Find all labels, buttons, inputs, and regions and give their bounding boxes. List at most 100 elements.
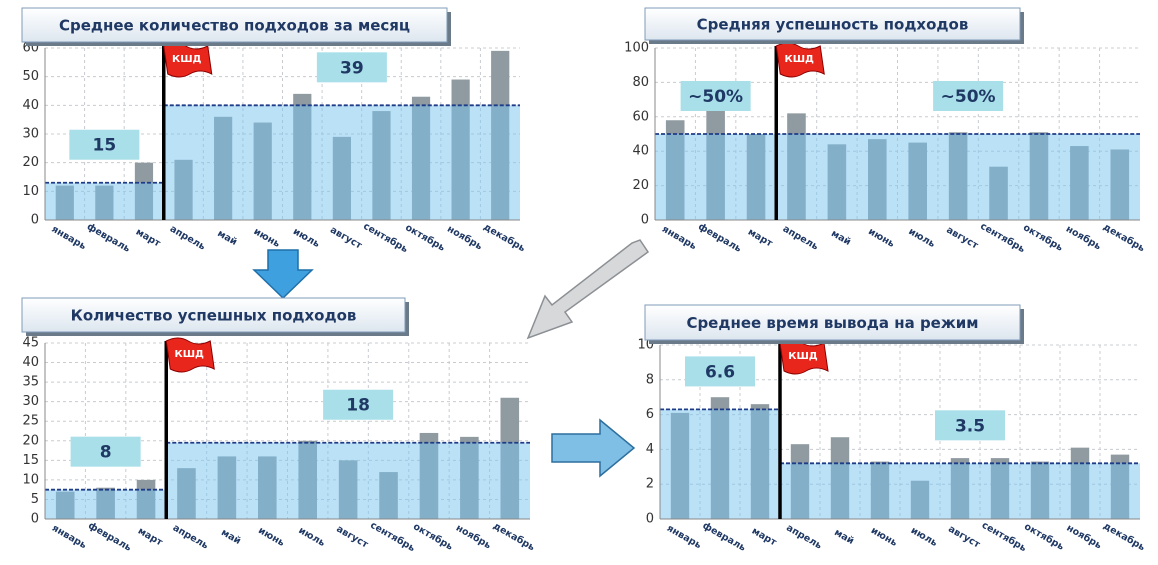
y-tick-label: 35 [22,375,39,390]
x-tick-label: май [829,228,853,248]
x-tick-label: сентябрь [361,221,410,255]
average-label-box [70,436,141,467]
x-tick-label: февраль [696,221,743,255]
chart-title: Количество успешных подходов [71,307,357,325]
average-area [163,105,520,220]
x-tick-label: октябрь [411,521,455,553]
y-tick-label: 80 [632,75,649,90]
x-tick-label: август [334,524,370,551]
y-tick-label: 4 [646,442,654,457]
x-tick-label: июнь [252,226,282,250]
y-tick-label: 40 [632,144,649,159]
average-label-box [935,410,1005,441]
y-tick-label: 20 [22,433,39,448]
x-tick-label: ноябрь [1065,523,1104,552]
x-tick-label: июль [906,226,936,250]
x-tick-label: декабрь [1101,222,1147,255]
y-tick-label: 15 [22,453,39,468]
x-tick-label: октябрь [1021,222,1065,254]
arrow-down [252,249,314,300]
title-box [644,304,1021,341]
flag-label: КШД [785,54,815,65]
y-tick-label: 2 [646,477,654,492]
x-tick-label: январь [50,224,88,252]
x-tick-label: май [832,527,856,547]
flag-label: КШД [175,349,205,360]
y-tick-label: 50 [22,69,39,84]
x-tick-label: январь [665,523,703,551]
average-label: 3.5 [955,416,985,436]
average-area [660,409,780,519]
x-tick-label: май [219,527,243,547]
arrow-right [551,418,636,478]
y-tick-label: 30 [22,127,39,142]
average-area [45,182,164,220]
x-tick-label: ноябрь [1064,224,1103,253]
x-tick-label: март [136,526,165,549]
x-tick-label: май [215,228,239,248]
average-label-box [69,129,140,160]
average-label: ~50% [941,87,996,107]
flag [165,337,215,373]
y-tick-label: 0 [646,512,654,527]
y-tick-label: 5 [31,492,39,507]
x-tick-label: апрель [168,223,207,252]
chart-title: Среднее количество подходов за месяц [59,17,410,35]
average-area [780,463,1140,519]
x-tick-label: ноябрь [445,224,484,253]
y-tick-label: 10 [22,184,39,199]
x-tick-label: апрель [171,522,210,551]
y-tick-label: 100 [624,41,649,56]
x-tick-label: март [746,227,775,250]
x-tick-label: ноябрь [454,523,493,552]
x-tick-label: сентябрь [368,520,417,554]
chart-title: Среднее время вывода на режим [686,314,978,332]
y-tick-label: 20 [22,155,39,170]
x-tick-label: апрель [784,522,823,551]
x-tick-label: март [750,526,779,549]
x-tick-label: октябрь [1022,521,1066,553]
arrow-diagonal [526,239,650,340]
chart-title: Средняя успешность подходов [697,16,969,34]
average-label: 15 [93,136,117,156]
flag-label: КШД [788,351,818,362]
average-area [45,489,167,519]
average-label: 6.6 [705,362,735,382]
x-tick-label: сентябрь [978,221,1027,255]
x-tick-label: март [134,227,163,250]
y-tick-label: 6 [646,407,654,422]
x-tick-label: август [328,225,364,252]
x-tick-label: июль [296,525,326,549]
x-tick-label: февраль [700,520,747,554]
x-tick-label: июнь [866,226,896,250]
y-tick-label: 25 [22,414,39,429]
average-area [776,134,1140,220]
average-label-box [685,356,755,387]
x-tick-label: июль [291,226,321,250]
x-tick-label: декабрь [491,521,537,554]
x-tick-label: июнь [256,525,286,549]
average-label: ~50% [688,87,743,107]
average-area [166,442,530,519]
x-tick-label: сентябрь [980,520,1029,554]
x-tick-label: февраль [85,221,132,255]
x-tick-label: февраль [86,520,133,554]
y-tick-label: 45 [22,336,39,351]
y-tick-label: 0 [31,512,39,527]
y-tick-label: 20 [632,178,649,193]
x-tick-label: апрель [781,223,820,252]
x-tick-label: декабрь [1101,521,1147,554]
average-label: 18 [346,396,370,416]
average-label-box [933,81,1004,111]
average-label: 8 [100,443,112,463]
y-tick-label: 8 [646,372,654,387]
title-box [21,297,406,333]
average-label: 39 [340,58,364,78]
x-tick-label: июль [909,525,939,549]
y-tick-label: 30 [22,394,39,409]
title-box [21,7,448,43]
x-tick-label: август [944,225,980,252]
x-tick-label: октябрь [403,222,447,254]
y-tick-label: 0 [641,213,649,228]
